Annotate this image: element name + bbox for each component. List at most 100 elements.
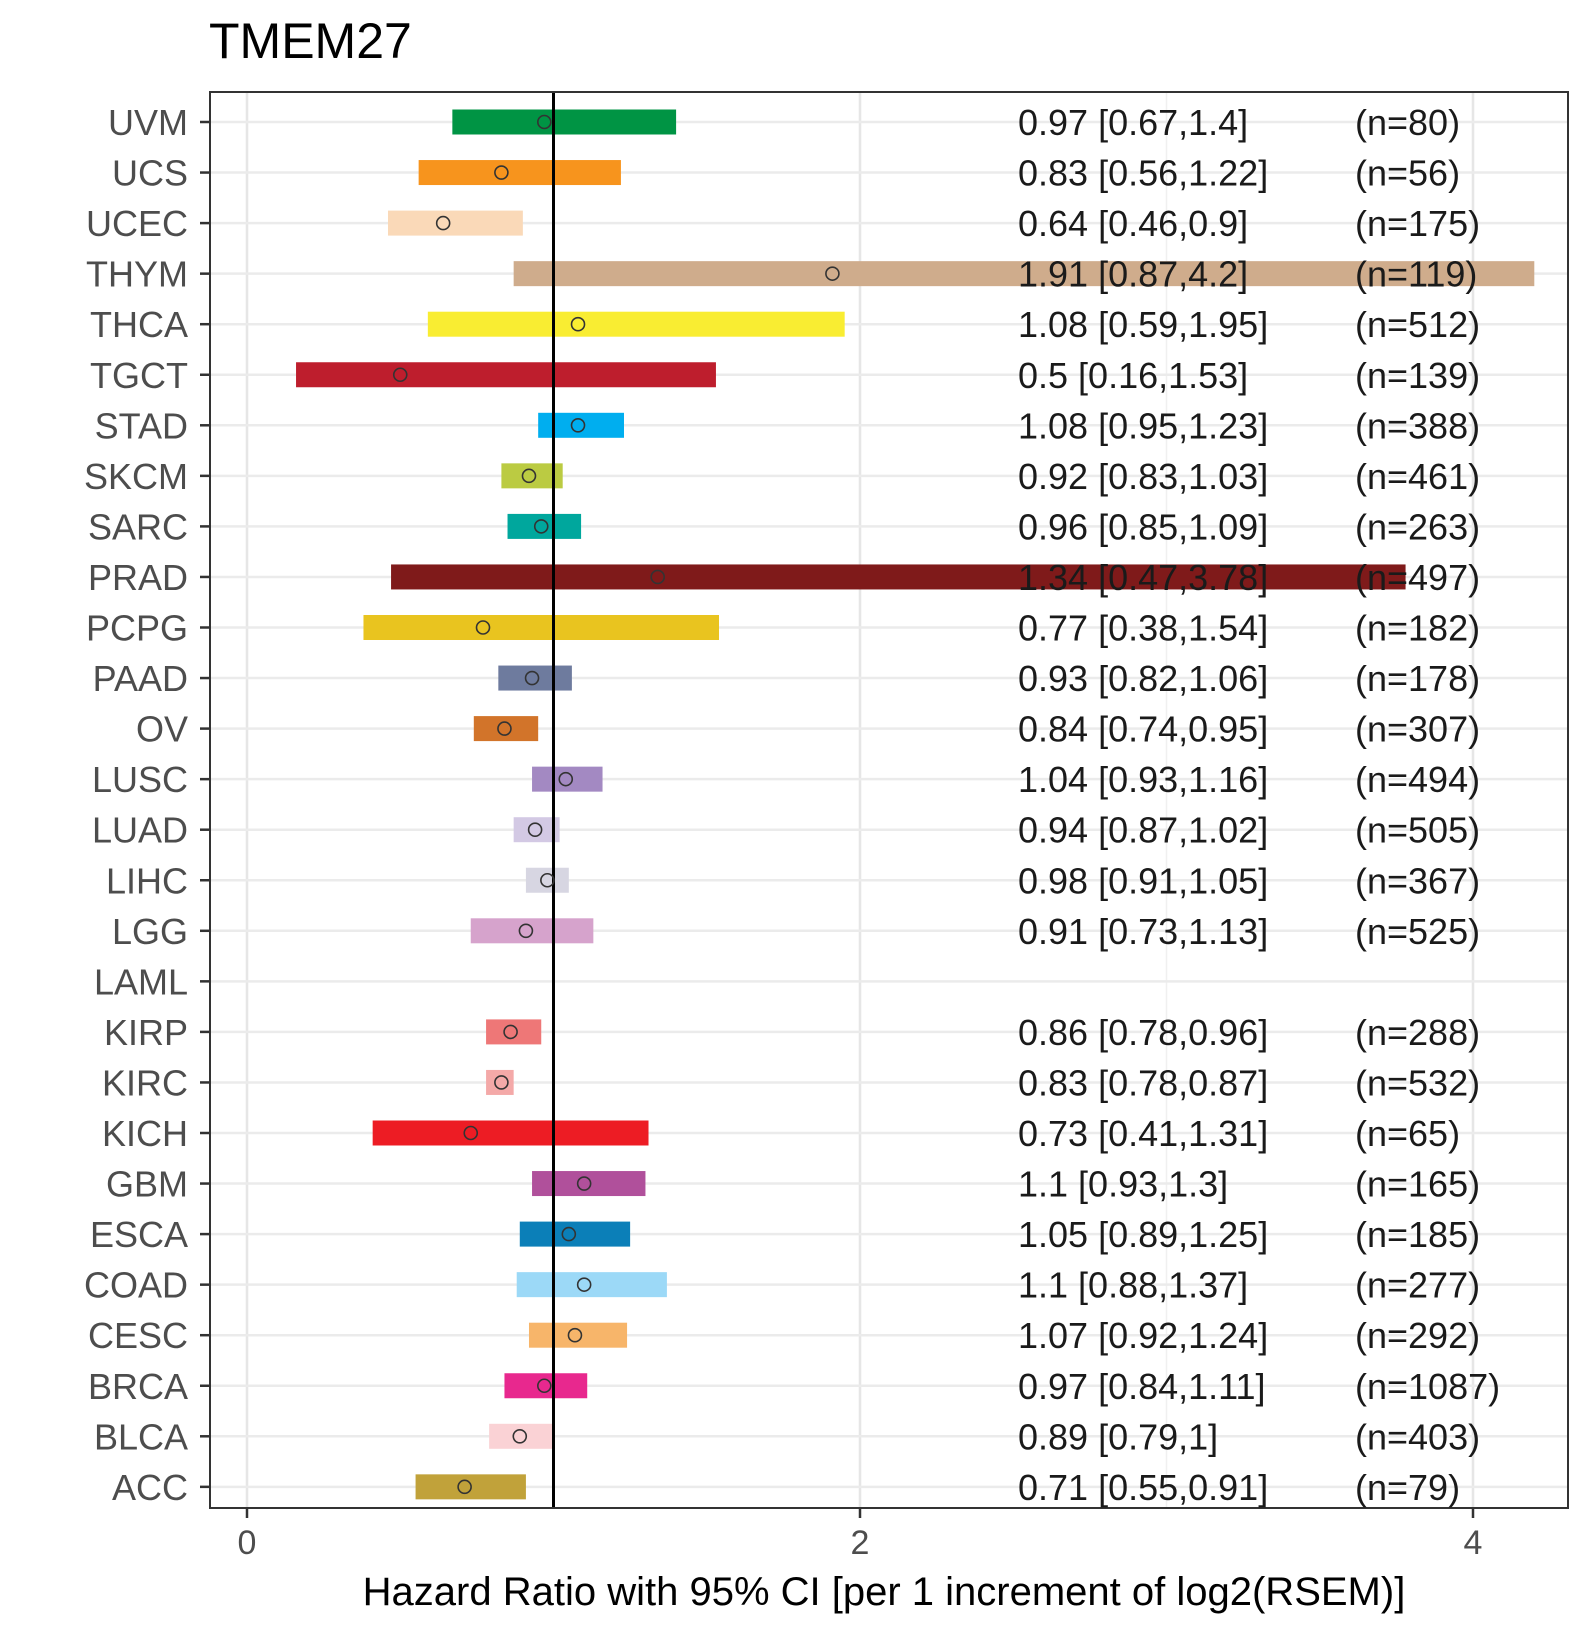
x-tick-label: 2 bbox=[851, 1524, 870, 1562]
ci-bar-tgct bbox=[296, 362, 716, 388]
y-tick-label-kirp: KIRP bbox=[104, 1012, 188, 1053]
sample-size-label: (n=505) bbox=[1355, 810, 1480, 851]
hr-point-gbm bbox=[576, 1176, 592, 1191]
y-tick-label-pcpg: PCPG bbox=[86, 608, 188, 649]
hr-point-brca bbox=[537, 1378, 552, 1394]
hr-point-prad bbox=[650, 569, 666, 585]
hr-point-acc bbox=[457, 1479, 472, 1495]
ci-bar-ov bbox=[473, 716, 539, 742]
ci-bar-pcpg bbox=[363, 615, 720, 640]
y-tick-label-blca: BLCA bbox=[94, 1416, 188, 1457]
y-tick-label-luad: LUAD bbox=[92, 810, 188, 851]
ci-bar-coad bbox=[516, 1272, 667, 1298]
x-axis-label: Hazard Ratio with 95% CI [per 1 incremen… bbox=[362, 1570, 1406, 1614]
y-tick-label-ucec: UCEC bbox=[86, 203, 188, 244]
sample-size-label: (n=532) bbox=[1355, 1062, 1480, 1103]
x-tick-label: 0 bbox=[238, 1524, 257, 1562]
hr-point-cesc bbox=[567, 1327, 583, 1343]
sample-size-label: (n=277) bbox=[1355, 1265, 1480, 1306]
sample-size-label: (n=56) bbox=[1355, 153, 1460, 194]
sample-size-label: (n=494) bbox=[1355, 759, 1480, 800]
hr-point-thym bbox=[825, 266, 840, 281]
hr-ci-label: 0.83 [0.56,1.22] bbox=[1018, 153, 1268, 194]
hr-ci-label: 0.97 [0.84,1.11] bbox=[1018, 1366, 1266, 1407]
hr-ci-label: 0.91 [0.73,1.13] bbox=[1018, 911, 1268, 952]
hr-ci-label: 0.94 [0.87,1.02] bbox=[1018, 810, 1268, 851]
sample-size-label: (n=175) bbox=[1355, 203, 1480, 244]
x-tick-label: 4 bbox=[1464, 1524, 1483, 1562]
ci-bar-lihc bbox=[525, 867, 569, 893]
sample-size-label: (n=292) bbox=[1355, 1315, 1480, 1356]
hr-ci-label: 1.91 [0.87,4.2] bbox=[1018, 254, 1248, 295]
ci-bar-kirp bbox=[486, 1019, 542, 1045]
y-tick-label-sarc: SARC bbox=[88, 506, 188, 547]
sample-size-label: (n=65) bbox=[1355, 1113, 1460, 1154]
ci-bar-paad bbox=[498, 665, 572, 691]
y-tick-label-paad: PAAD bbox=[93, 658, 188, 699]
y-tick-label-thca: THCA bbox=[90, 304, 188, 345]
hr-point-uvm bbox=[537, 114, 552, 130]
sample-size-label: (n=512) bbox=[1355, 304, 1480, 345]
y-tick-label-lihc: LIHC bbox=[106, 860, 188, 901]
sample-size-label: (n=182) bbox=[1355, 608, 1480, 649]
y-tick-label-gbm: GBM bbox=[106, 1164, 188, 1205]
hr-ci-label: 0.96 [0.85,1.09] bbox=[1018, 506, 1268, 547]
sample-size-label: (n=119) bbox=[1355, 254, 1477, 295]
hr-ci-label: 1.08 [0.59,1.95] bbox=[1018, 304, 1268, 345]
hr-point-stad bbox=[570, 417, 586, 433]
y-tick-label-lgg: LGG bbox=[112, 911, 188, 952]
hr-point-kirc bbox=[494, 1075, 509, 1090]
hr-ci-label: 0.89 [0.79,1] bbox=[1018, 1416, 1218, 1457]
sample-size-label: (n=388) bbox=[1355, 405, 1480, 446]
hr-point-kirp bbox=[503, 1024, 518, 1040]
ci-bar-thym bbox=[513, 261, 1535, 287]
y-tick-label-skcm: SKCM bbox=[84, 456, 188, 497]
ci-bar-kich bbox=[372, 1120, 649, 1146]
ci-bar-thca bbox=[427, 311, 845, 337]
panel-border bbox=[209, 91, 1569, 1509]
ci-bar-blca bbox=[489, 1423, 554, 1449]
hr-ci-label: 0.73 [0.41,1.31] bbox=[1018, 1113, 1268, 1154]
hr-point-paad bbox=[524, 670, 540, 686]
y-tick-label-laml: LAML bbox=[94, 961, 188, 1002]
y-tick-label-uvm: UVM bbox=[108, 102, 188, 143]
sample-size-label: (n=525) bbox=[1355, 911, 1480, 952]
y-tick-label-kirc: KIRC bbox=[102, 1062, 188, 1103]
y-tick-label-ucs: UCS bbox=[112, 153, 188, 194]
sample-size-label: (n=139) bbox=[1355, 355, 1480, 396]
hr-point-lusc bbox=[558, 771, 574, 787]
hr-ci-label: 0.86 [0.78,0.96] bbox=[1018, 1012, 1268, 1053]
y-tick-label-prad: PRAD bbox=[88, 557, 188, 598]
hr-point-lihc bbox=[540, 872, 555, 888]
sample-size-label: (n=367) bbox=[1355, 860, 1480, 901]
hr-ci-label: 1.05 [0.89,1.25] bbox=[1018, 1214, 1268, 1255]
chart-title: TMEM27 bbox=[209, 13, 412, 69]
hr-ci-label: 1.07 [0.92,1.24] bbox=[1018, 1315, 1268, 1356]
hr-ci-label: 0.5 [0.16,1.53] bbox=[1018, 355, 1248, 396]
hr-point-skcm bbox=[521, 468, 537, 484]
hr-point-tgct bbox=[392, 367, 408, 383]
sample-size-label: (n=178) bbox=[1355, 658, 1480, 699]
sample-size-label: (n=403) bbox=[1355, 1416, 1480, 1457]
sample-size-label: (n=461) bbox=[1355, 456, 1480, 497]
hr-ci-label: 0.93 [0.82,1.06] bbox=[1018, 658, 1268, 699]
hr-point-pcpg bbox=[475, 620, 491, 635]
ci-bar-kirc bbox=[486, 1069, 514, 1095]
sample-size-label: (n=80) bbox=[1355, 102, 1460, 143]
y-tick-label-brca: BRCA bbox=[88, 1366, 188, 1407]
sample-size-label: (n=1087) bbox=[1355, 1366, 1500, 1407]
sample-size-label: (n=497) bbox=[1355, 557, 1480, 598]
ci-bar-sarc bbox=[507, 513, 582, 539]
ci-bar-cesc bbox=[528, 1322, 628, 1348]
ci-bar-brca bbox=[504, 1373, 588, 1399]
hr-ci-label: 0.71 [0.55,0.91] bbox=[1018, 1467, 1268, 1508]
y-tick-label-kich: KICH bbox=[102, 1113, 188, 1154]
ci-bar-uvm bbox=[452, 109, 677, 135]
y-tick-label-coad: COAD bbox=[84, 1265, 188, 1306]
hr-ci-label: 1.1 [0.88,1.37] bbox=[1018, 1265, 1248, 1306]
y-tick-label-esca: ESCA bbox=[90, 1214, 188, 1255]
hr-point-kich bbox=[463, 1125, 479, 1141]
hr-point-blca bbox=[512, 1429, 528, 1444]
